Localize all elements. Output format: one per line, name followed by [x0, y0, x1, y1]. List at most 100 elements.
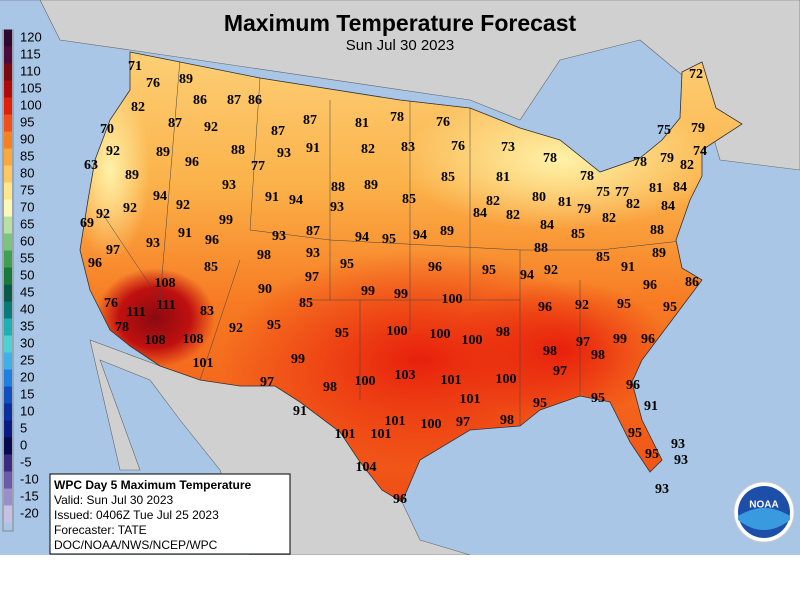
temperature-label: 94	[520, 268, 534, 283]
temperature-label: 103	[395, 368, 416, 383]
temperature-label: 92	[204, 120, 218, 135]
legend-swatch	[4, 63, 12, 81]
legend-swatch	[4, 46, 12, 64]
temperature-label: 84	[473, 206, 487, 221]
temperature-label: 87	[227, 93, 241, 108]
temperature-label: 91	[644, 399, 658, 414]
temperature-label: 96	[88, 256, 102, 271]
temperature-label: 82	[680, 158, 694, 173]
temperature-label: 95	[617, 297, 631, 312]
temperature-label: 79	[577, 202, 591, 217]
temperature-label: 78	[543, 151, 557, 166]
temperature-label: 78	[580, 169, 594, 184]
legend-swatch	[4, 403, 12, 421]
temperature-label: 87	[271, 124, 285, 139]
temperature-label: 97	[106, 243, 120, 258]
temperature-label: 84	[661, 199, 675, 214]
temperature-label: 99	[394, 287, 408, 302]
temperature-label: 87	[168, 116, 182, 131]
legend-swatch	[4, 437, 12, 455]
temperature-label: 82	[486, 194, 500, 209]
temperature-label: 100	[430, 327, 451, 342]
temperature-label: 95	[482, 263, 496, 278]
legend-swatch	[4, 267, 12, 285]
legend-swatch	[4, 335, 12, 353]
legend-swatch	[4, 352, 12, 370]
temperature-label: 85	[204, 260, 218, 275]
temperature-label: 98	[323, 380, 337, 395]
temperature-label: 91	[293, 404, 307, 419]
temperature-label: 89	[364, 178, 378, 193]
temperature-label: 99	[291, 352, 305, 367]
temperature-label: 94	[355, 230, 369, 245]
legend-swatch	[4, 369, 12, 387]
temperature-label: 75	[596, 185, 610, 200]
temperature-label: 96	[428, 260, 442, 275]
temperature-label: 89	[125, 168, 139, 183]
temperature-label: 82	[602, 211, 616, 226]
temperature-label: 87	[306, 224, 320, 239]
temperature-label: 82	[506, 208, 520, 223]
temperature-label: 70	[100, 122, 114, 137]
info-box	[49, 473, 291, 555]
legend-label: 90	[20, 131, 34, 146]
temperature-label: 63	[84, 158, 98, 173]
legend-swatch	[4, 114, 12, 132]
temperature-label: 86	[193, 93, 207, 108]
temperature-label: 101	[385, 414, 406, 429]
legend-label: 0	[20, 437, 27, 452]
legend-swatch	[4, 199, 12, 217]
legend-label: -10	[20, 471, 39, 486]
temperature-label: 95	[663, 300, 677, 315]
temperature-label: 111	[156, 298, 175, 313]
temperature-label: 97	[553, 364, 567, 379]
legend-label: 45	[20, 284, 34, 299]
temperature-label: 92	[575, 298, 589, 313]
canada	[0, 0, 800, 171]
temperature-label: 96	[641, 332, 655, 347]
temperature-label: 85	[441, 170, 455, 185]
temperature-label: 95	[628, 426, 642, 441]
temperature-label: 90	[258, 282, 272, 297]
temperature-label: 99	[361, 284, 375, 299]
temperature-label: 78	[390, 110, 404, 125]
temperature-label: 101	[335, 427, 356, 442]
temperature-label: 79	[660, 151, 674, 166]
temperature-label: 96	[205, 233, 219, 248]
logo-text: NOAA	[749, 500, 778, 511]
info-line: WPC Day 5 Maximum Temperature	[54, 478, 251, 492]
legend-label: 5	[20, 420, 27, 435]
temperature-label: 85	[596, 250, 610, 265]
legend-swatch	[4, 131, 12, 149]
info-line: Issued: 0406Z Tue Jul 25 2023	[54, 508, 219, 522]
temperature-label: 97	[260, 375, 274, 390]
temperature-label: 96	[185, 155, 199, 170]
legend-label: 80	[20, 165, 34, 180]
temperature-label: 100	[462, 333, 483, 348]
legend-label: 25	[20, 352, 34, 367]
temperature-label: 98	[496, 325, 510, 340]
temperature-label: 104	[356, 460, 377, 475]
temperature-label: 91	[306, 141, 320, 156]
temperature-label: 89	[652, 246, 666, 261]
temperature-label: 76	[436, 115, 450, 130]
temperature-label: 101	[371, 427, 392, 442]
temperature-label: 94	[413, 228, 427, 243]
temperature-label: 88	[650, 223, 664, 238]
temperature-label: 97	[305, 270, 319, 285]
temperature-label: 89	[156, 145, 170, 160]
temperature-label: 82	[131, 100, 145, 115]
temperature-label: 100	[496, 372, 517, 387]
temperature-label: 111	[126, 305, 145, 320]
temperature-label: 89	[179, 72, 193, 87]
temperature-label: 85	[402, 192, 416, 207]
temperature-label: 91	[178, 226, 192, 241]
legend-swatch	[4, 233, 12, 251]
temperature-label: 82	[626, 197, 640, 212]
temperature-label: 100	[442, 292, 463, 307]
info-line: DOC/NOAA/NWS/NCEP/WPC	[54, 538, 218, 552]
legend-label: 120	[20, 29, 42, 44]
temperature-label: 96	[393, 492, 407, 507]
